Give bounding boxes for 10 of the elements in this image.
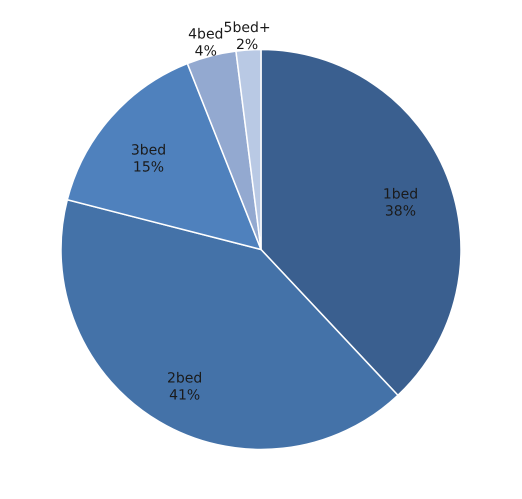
data-label: 2% (236, 36, 258, 53)
slice-label: 1bed (382, 186, 418, 202)
slice-label: 2bed (166, 370, 202, 387)
data-label: 41% (169, 388, 200, 404)
slice-label: 5bed+ (224, 20, 271, 36)
data-label: 4% (194, 43, 217, 60)
data-label: 15% (132, 159, 164, 176)
slice-label: 4bed (188, 26, 224, 42)
data-label: 38% (384, 203, 416, 220)
slice-label: 3bed (130, 142, 166, 158)
